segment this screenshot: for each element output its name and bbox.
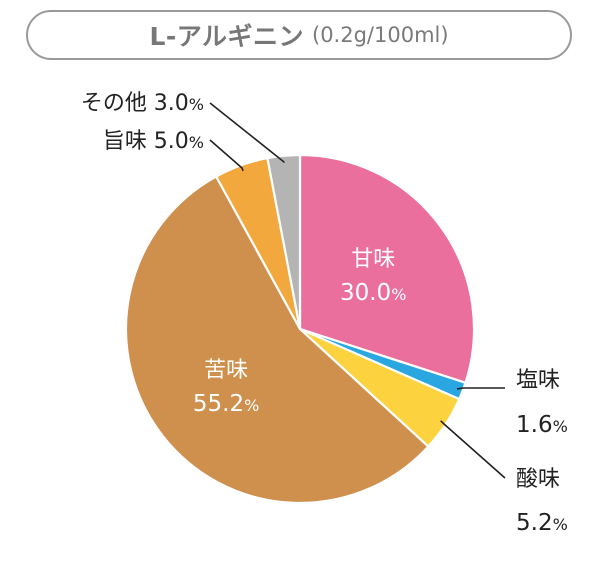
- chart-title-pill: L-アルギニン (0.2g/100ml): [26, 10, 572, 60]
- pie-slice: [266, 153, 302, 331]
- slice-label: その他 3.0%: [81, 91, 204, 116]
- slice-label: 塩味: [516, 368, 560, 393]
- slice-label: 旨味 5.0%: [103, 129, 204, 154]
- leader-line: [456, 387, 505, 390]
- slice-label: 甘味: [351, 247, 395, 272]
- slice-value-label: 1.6%: [516, 412, 568, 438]
- leader-line: [209, 139, 244, 172]
- chart-title: L-アルギニン: [149, 22, 304, 51]
- slice-value-label: 55.2%: [193, 391, 259, 417]
- slice-label: 苦味: [204, 358, 248, 383]
- slice-label: 酸味: [516, 467, 560, 492]
- leader-line: [209, 102, 285, 164]
- chart-subtitle: (0.2g/100ml): [312, 23, 449, 47]
- slice-value-label: 5.2%: [516, 510, 568, 536]
- slice-value-label: 30.0%: [340, 280, 406, 306]
- pie-slice: [124, 175, 430, 505]
- pie-slice: [298, 153, 476, 384]
- leader-line: [440, 420, 506, 479]
